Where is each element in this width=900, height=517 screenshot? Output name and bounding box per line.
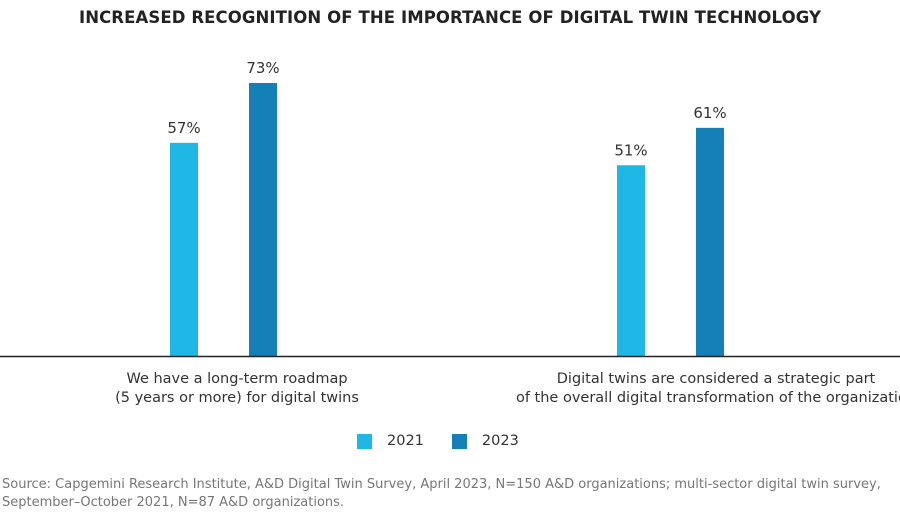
legend-item-2021: 2021 (357, 433, 424, 449)
legend-label: 2023 (481, 433, 519, 449)
data-label: 61% (693, 104, 726, 122)
legend-item-2023: 2023 (451, 433, 519, 449)
bar-2023-1 (249, 82, 277, 356)
legend: 2021 2023 (357, 433, 547, 449)
bar-2021-1 (170, 142, 198, 356)
data-label: 57% (167, 119, 200, 137)
legend-swatch (357, 433, 372, 449)
legend-label: 2021 (387, 433, 424, 449)
chart-title: INCREASED RECOGNITION OF THE IMPORTANCE … (78, 8, 822, 27)
category-label-1: We have a long-term roadmap (5 years or … (115, 371, 359, 406)
bar-2023-2 (696, 127, 724, 356)
data-label: 73% (246, 59, 279, 77)
bar-2021-2 (617, 165, 645, 356)
source-note: Source: Capgemini Research Institute, A&… (2, 477, 881, 510)
category-label-2: Digital twins are considered a strategic… (515, 371, 900, 406)
data-label: 51% (614, 141, 647, 159)
legend-swatch (451, 433, 467, 449)
